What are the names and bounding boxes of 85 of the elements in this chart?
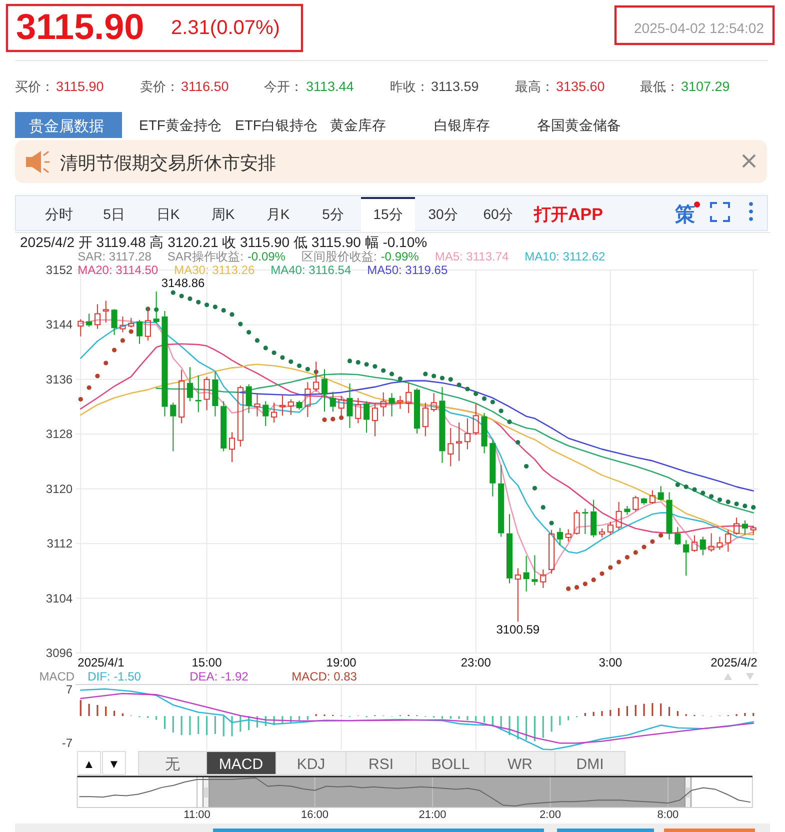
y-tick-label: 3096 — [46, 646, 73, 660]
line-series — [80, 692, 754, 744]
x-tick-label: 16:00 — [301, 809, 329, 821]
text: 5日 — [103, 206, 125, 222]
text: SAR: 3117.28 — [78, 250, 152, 264]
text: 3115.90 — [56, 79, 104, 94]
text: 3113.59 — [431, 79, 479, 94]
series-label: DIF: -1.50 — [88, 670, 142, 684]
text: 2025-04-02 12:54:02 — [634, 20, 764, 36]
text: 打开APP — [533, 205, 603, 224]
y-tick-label: -7 — [62, 736, 73, 750]
text: 2.31(0.07%) — [171, 17, 280, 39]
text: 白银库存 — [434, 117, 490, 133]
x-tick-label: 11:00 — [184, 809, 210, 821]
y-tick-label: 3136 — [46, 372, 73, 386]
text: ETF白银持仓 — [235, 117, 318, 133]
series-label: DEA: -1.92 — [190, 670, 249, 684]
y-tick-label: 3120 — [46, 482, 73, 496]
text: 今开： — [264, 79, 303, 94]
text: SAR操作收益: — [167, 250, 244, 264]
text: ▼ — [108, 757, 120, 771]
text: 无 — [165, 756, 180, 773]
text: MACD — [218, 756, 264, 773]
x-tick-label: 2025/4/2 — [710, 656, 758, 670]
text: 3135.60 — [556, 79, 605, 94]
text: 5分 — [322, 206, 344, 222]
text: KDJ — [296, 756, 326, 773]
y-tick-label: 3128 — [46, 427, 73, 442]
text: MA50: 3119.65 — [367, 263, 448, 277]
text: 3107.29 — [681, 79, 730, 94]
text: 分时 — [45, 206, 73, 222]
text: DMI — [576, 756, 604, 773]
chart-title: 2025/4/2 开 3119.48 高 3120.21 收 3115.90 低 3115.90 幅 -0.10% — [20, 234, 428, 250]
text: ETF黄金持仓 — [139, 117, 222, 133]
text: MA5: 3113.74 — [434, 250, 510, 264]
text: 月K — [266, 206, 290, 222]
x-tick-label: 23:00 — [460, 656, 492, 670]
text: 最低： — [640, 79, 679, 94]
line-series — [80, 688, 754, 750]
text: 30分 — [428, 206, 458, 222]
text: 策 — [674, 204, 695, 226]
x-tick-label: 3:00 — [598, 656, 622, 670]
line-series — [240, 380, 754, 492]
y-tick-label: 3104 — [46, 591, 73, 606]
text: 昨收： — [390, 79, 429, 94]
text: 最高： — [515, 79, 554, 94]
text: MA40: 3116.54 — [270, 263, 352, 277]
text: -0.99% — [380, 250, 420, 264]
text: MACD: 0.83 — [292, 670, 358, 684]
text: 区间股价收益: — [301, 250, 377, 264]
y-tick-label: 3152 — [46, 263, 73, 277]
text: MA20: 3114.50 — [78, 263, 158, 277]
text: 清明节假期交易所休市安排 — [60, 153, 276, 173]
text: 周K — [211, 206, 236, 222]
annotation: 3148.86 — [161, 276, 206, 290]
text: 黄金库存 — [330, 117, 386, 133]
text: ▲ — [83, 757, 95, 771]
text: WR — [508, 756, 533, 773]
legend-title: MACD — [39, 670, 75, 684]
text: 各国黄金储备 — [537, 117, 621, 133]
y-tick-label: 3112 — [46, 536, 73, 551]
x-tick-label: 21:00 — [418, 809, 446, 821]
text: 买价： — [15, 79, 54, 94]
text: 3115.90 — [16, 6, 144, 47]
text: 贵金属数据 — [29, 118, 104, 135]
y-tick-label: 7 — [66, 682, 73, 696]
text: MA30: 3113.26 — [174, 263, 255, 277]
y-tick-label: 3144 — [46, 318, 73, 332]
text: 15分 — [373, 206, 403, 222]
x-tick-label: 2:00 — [540, 809, 561, 821]
text: 卖价： — [140, 79, 179, 94]
x-tick-label: 8:00 — [657, 809, 679, 821]
text: 60分 — [483, 206, 513, 222]
text: 3116.50 — [181, 79, 229, 94]
text: -0.09% — [247, 250, 286, 264]
x-tick-label: 19:00 — [326, 656, 357, 670]
text: BOLL — [431, 756, 470, 773]
line-series — [156, 373, 754, 514]
x-tick-label: 2025/4/1 — [78, 656, 125, 670]
text: 日K — [156, 206, 180, 222]
text: 3113.44 — [306, 79, 354, 94]
text: MA10: 3112.62 — [524, 250, 606, 264]
text: RSI — [368, 756, 394, 773]
annotation: 3100.59 — [496, 622, 540, 637]
x-tick-label: 15:00 — [192, 656, 222, 670]
